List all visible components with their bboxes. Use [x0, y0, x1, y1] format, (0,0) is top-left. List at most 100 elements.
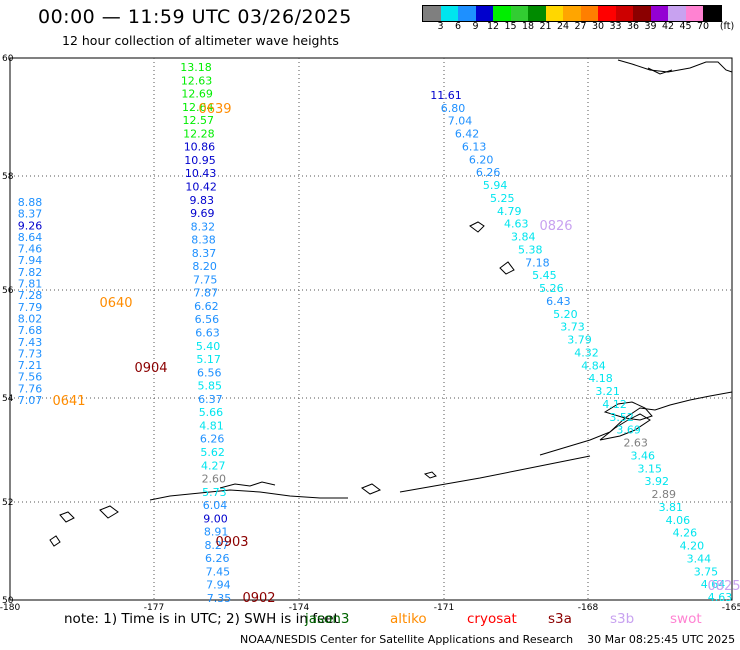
wave-height-value: 5.94 [483, 179, 508, 192]
color-swatch [528, 6, 546, 21]
satellite-legend-entry: altiko [390, 611, 427, 627]
wave-height-value: 7.73 [18, 347, 43, 360]
wave-height-value: 7.76 [18, 382, 43, 395]
wave-height-value: 8.27 [204, 539, 229, 552]
longitude-label: -180 [0, 603, 20, 613]
coastline-segment [49, 535, 61, 547]
color-swatch [493, 6, 511, 21]
color-swatch [563, 6, 581, 21]
wave-height-value: 2.60 [202, 473, 227, 486]
color-scale-tick-label: 36 [626, 21, 640, 32]
wave-height-value: 10.42 [185, 180, 217, 193]
chart-subtitle: 12 hour collection of altimeter wave hei… [62, 33, 339, 48]
coastline-segment [647, 67, 673, 75]
color-scale-tick-label: 42 [661, 21, 675, 32]
wave-height-value: 7.94 [206, 579, 231, 592]
color-swatch [668, 6, 686, 21]
wave-height-value: 6.56 [197, 366, 222, 379]
coastline-segment [599, 413, 651, 441]
color-scale-tick-label: 70 [696, 21, 710, 32]
coastline-segment [59, 511, 75, 523]
wave-height-value: 4.64 [701, 578, 726, 591]
color-scale-tick-label: 9 [472, 21, 479, 32]
wave-height-value: 4.79 [497, 205, 522, 218]
wave-height-value: 6.80 [441, 102, 466, 115]
pass-time-label: 0903 [215, 535, 248, 550]
wave-height-value: 12.28 [183, 127, 215, 140]
satellite-legend-entry: swot [670, 611, 702, 627]
wave-height-value: 3.69 [616, 424, 641, 437]
wave-height-value: 4.81 [199, 419, 224, 432]
latitude-label: 52 [2, 498, 13, 508]
wave-height-value: 6.04 [203, 499, 228, 512]
wave-height-value: 4.27 [201, 459, 226, 472]
wave-height-value: 12.69 [181, 88, 213, 101]
wave-height-value: 4.63 [504, 218, 529, 231]
latitude-label: 60 [2, 54, 14, 64]
color-scale-labels: 3 6 9 12 15 18 21 24 27 30 33 36 39 42 45 70 (ft) [422, 21, 740, 33]
coastline-segment [499, 261, 515, 275]
color-scale-tick-label: 45 [679, 21, 692, 32]
color-swatch [545, 6, 563, 21]
wave-height-value: 7.87 [194, 287, 219, 300]
wave-height-value: 9.83 [190, 194, 215, 207]
wave-height-value: 8.88 [18, 196, 43, 209]
color-scale-tick-label: 24 [556, 21, 570, 32]
coastline-segment [99, 505, 119, 519]
coastline-segment [539, 391, 733, 456]
color-swatch [423, 6, 441, 21]
wave-height-value: 11.61 [430, 89, 462, 102]
satellite-legend-entry: s3b [610, 611, 635, 627]
color-swatch [475, 6, 493, 21]
wave-height-value: 5.38 [518, 243, 543, 256]
wave-height-value: 3.79 [567, 334, 592, 347]
color-scale-tick-label: 30 [591, 21, 605, 32]
wave-height-value: 3.84 [511, 231, 536, 244]
pass-time-label: 0904 [134, 361, 167, 376]
color-scale-bar [422, 5, 722, 22]
coastline [49, 59, 733, 547]
wave-height-value: 5.62 [200, 446, 225, 459]
wave-height-value: 10.86 [184, 141, 216, 154]
wave-height-value: 3.92 [645, 475, 670, 488]
longitude-label: -171 [434, 603, 454, 613]
latitude-label: 58 [2, 172, 14, 182]
wave-height-value: 7.18 [525, 256, 550, 269]
wave-height-value: 13.18 [180, 61, 212, 74]
coastline-segment [423, 471, 437, 479]
wave-height-value: 3.81 [659, 501, 684, 514]
wave-height-value: 7.43 [18, 336, 43, 349]
coastline-segment [219, 481, 276, 489]
longitude-label: -168 [578, 603, 599, 613]
wave-height-value: 3.73 [560, 321, 585, 334]
coastline-segment [469, 221, 485, 233]
pass-time-label: 0639 [198, 102, 231, 117]
wave-height-value: 5.26 [539, 282, 564, 295]
color-scale-tick-label: 21 [539, 21, 552, 32]
footer-note: note: 1) Time is in UTC; 2) SWH is in fe… [64, 611, 339, 627]
wave-height-value: 8.20 [192, 260, 217, 273]
wave-height-value: 6.26 [205, 552, 230, 565]
latitude-label: 54 [2, 394, 14, 404]
color-swatch [510, 6, 528, 21]
wave-height-value: 4.26 [673, 527, 698, 540]
wave-height-value: 2.89 [652, 488, 677, 501]
wave-height-value: 4.06 [666, 514, 691, 527]
wave-height-value: 4.12 [602, 398, 627, 411]
latitude-label: 56 [2, 286, 14, 296]
wave-height-value: 5.45 [532, 269, 557, 282]
wave-height-value: 6.26 [476, 166, 501, 179]
wave-height-value: 4.20 [680, 540, 705, 553]
wave-height-value: 6.56 [195, 313, 220, 326]
color-swatch [703, 6, 721, 21]
graticule [9, 57, 733, 601]
wave-height-value: 10.43 [185, 167, 217, 180]
wave-height-value: 5.20 [553, 308, 578, 321]
coastline-segment [617, 59, 733, 73]
satellite-legend-entry: jason3 [305, 611, 350, 627]
wave-height-value: 5.66 [199, 406, 224, 419]
wave-height-value: 12.64 [182, 101, 214, 114]
satellite-legend-entry: s3a [548, 611, 572, 627]
wave-height-value: 3.46 [630, 449, 655, 462]
